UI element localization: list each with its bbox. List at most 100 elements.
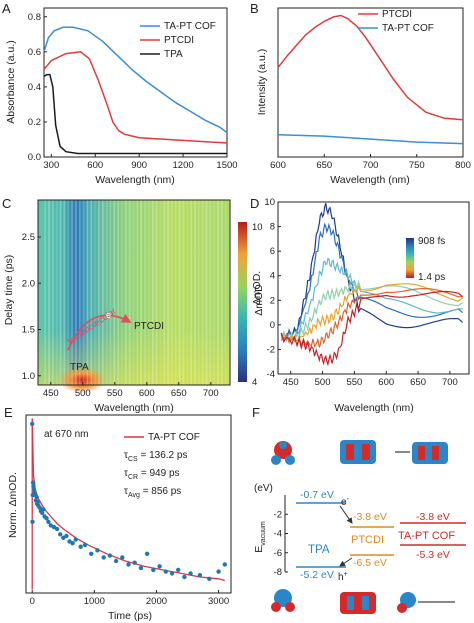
data-point: [58, 532, 63, 537]
orbital-cof-lumo: [395, 442, 448, 464]
data-point: [176, 567, 181, 573]
ptcdi-homo-value: -6.5 eV: [353, 557, 387, 569]
panel-c-y-tick-label: 2.0: [22, 278, 35, 289]
heatmap-streak: [78, 200, 81, 385]
heatmap-streak: [44, 200, 46, 385]
data-point: [89, 551, 94, 556]
panel-a-x-tick-label: 900: [131, 160, 147, 171]
heatmap-streak: [117, 200, 119, 385]
colorbar-label: ΔmOD: [253, 284, 265, 316]
heatmap-streak: [190, 200, 192, 385]
orbital-tpa-lumo: [271, 441, 295, 465]
heatmap-streak: [94, 200, 96, 385]
heatmap-streak: [148, 200, 150, 385]
data-point: [95, 548, 100, 553]
panel-a-y-tick-label: 0.6: [28, 47, 41, 58]
orbital-cof-homo: [397, 592, 455, 613]
heatmap-streak: [105, 200, 108, 385]
orbital-pictures-top: [271, 440, 448, 465]
orbital-pictures-bottom: [271, 589, 455, 614]
series-line-tpa: [43, 73, 227, 155]
panel-d-frame: [277, 201, 470, 375]
legend-label-tpa: TPA: [164, 49, 183, 60]
legend-label-ta-pt-cof-b: TA-PT COF: [382, 23, 434, 34]
orbital-ptcdi-lumo: [340, 440, 376, 464]
panel-c-y-tick-label: 2.5: [22, 232, 35, 243]
energy-unit-label: (eV): [254, 483, 273, 494]
panel-c-ticks: 450 500 550 600 650 700 1.0 1.5 2.0 2.5: [22, 232, 219, 399]
panel-a-lines: [43, 26, 228, 155]
param-avg: τAvg = 856 ps: [124, 486, 181, 499]
panel-d-x-tick-label: 450: [283, 377, 299, 388]
heatmap-streak: [221, 200, 223, 385]
tpa-homo-value: -5.2 eV: [300, 569, 334, 581]
data-point: [30, 480, 36, 485]
legend-label-ta-pt-cof: TA-PT COF: [164, 21, 216, 32]
panel-b-x-tick-label: 700: [363, 160, 379, 171]
data-point: [138, 565, 144, 571]
data-point: [216, 569, 221, 574]
svg-text:τAvg = 856 ps: τAvg = 856 ps: [124, 486, 181, 499]
colorbar-bottom-label: 4: [252, 377, 257, 388]
data-point: [157, 564, 162, 569]
tpa-lumo-value: -0.7 eV: [300, 489, 334, 501]
heatmap-streak: [86, 200, 89, 385]
heatmap-streak: [140, 200, 142, 385]
heatmap-streak: [52, 200, 54, 385]
data-point: [151, 567, 156, 573]
panel-b-frame: [277, 7, 464, 158]
heatmap-streak: [205, 200, 208, 385]
panel-d-y-tick-label: 8: [270, 222, 275, 233]
heatmap-streak: [132, 200, 135, 385]
panel-d-label: D: [250, 196, 259, 211]
panel-e-ylabel: Norm. ΔmOD.: [7, 472, 19, 538]
data-point: [31, 484, 36, 489]
panel-a-y-tick-label: 0.0: [28, 152, 41, 163]
panel-c-y-tick-label: 1.0: [22, 371, 35, 382]
panel-c-y-tick-label: 1.5: [22, 325, 35, 336]
panel-e-points: [30, 421, 227, 581]
panel-e-wavelength-note: at 670 nm: [44, 429, 88, 440]
cof-level-name: TA-PT COF: [398, 530, 455, 542]
panel-e-x-tick-label: 0: [30, 596, 35, 607]
electron-label: e-: [341, 496, 350, 508]
panel-e: E 0 1000 2000 3000 at 670 nm TA-PT COF τCS …: [4, 405, 232, 622]
data-point: [64, 533, 69, 539]
panel-a-x-tick-label: 1500: [216, 160, 237, 171]
data-point: [31, 487, 37, 492]
panel-d-y-tick-label: -4: [267, 369, 275, 380]
data-point: [30, 519, 35, 524]
panel-c-frame: [37, 199, 231, 386]
colorbar: [238, 222, 247, 382]
spectrum-line-1: [280, 222, 463, 341]
panel-c-x-tick-label: 650: [171, 388, 187, 399]
param-cr: τCR = 949 ps: [124, 468, 180, 481]
data-point: [41, 507, 46, 512]
panel-d: D 450 500 550 600 650 700 -4 -2 0 2 4 6 8 10 908 fs 1…: [250, 196, 470, 414]
energy-tick-label: -4: [274, 529, 282, 540]
data-point: [37, 505, 42, 510]
panel-d-y-tick-label: 0: [270, 320, 275, 331]
panel-d-y-tick-label: -2: [267, 344, 275, 355]
data-point: [101, 555, 106, 560]
heatmap-streak: [163, 200, 166, 385]
data-point: [40, 510, 45, 516]
param-cs: τCS = 136.2 ps: [124, 450, 187, 463]
series-line-b-ta-pt-cof: [277, 133, 464, 145]
panel-c-ylabel: Delay time (ps): [3, 255, 15, 326]
panel-a-x-tick-label: 600: [87, 160, 103, 171]
panel-e-xlabel: Time (ps): [108, 610, 152, 622]
heatmap-streak: [209, 200, 212, 385]
ptcdi-level-name: PTCDI: [351, 534, 384, 546]
electron-transfer-arrow: [339, 505, 353, 524]
heatmap-streak: [82, 200, 85, 385]
data-point: [44, 516, 49, 521]
heatmap-streak: [71, 200, 73, 385]
spectrum-line-6: [280, 290, 463, 367]
data-point: [182, 574, 187, 580]
panel-e-frame: [25, 414, 232, 594]
panel-a: A 300 600 900 1200 1500 0.0 0.2 0.4 0.6 0.8 Wavel…: [2, 1, 238, 186]
heatmap-streak: [213, 200, 215, 385]
heatmap-streaks: [44, 200, 231, 385]
colorbar-top-label: 10: [252, 222, 263, 233]
